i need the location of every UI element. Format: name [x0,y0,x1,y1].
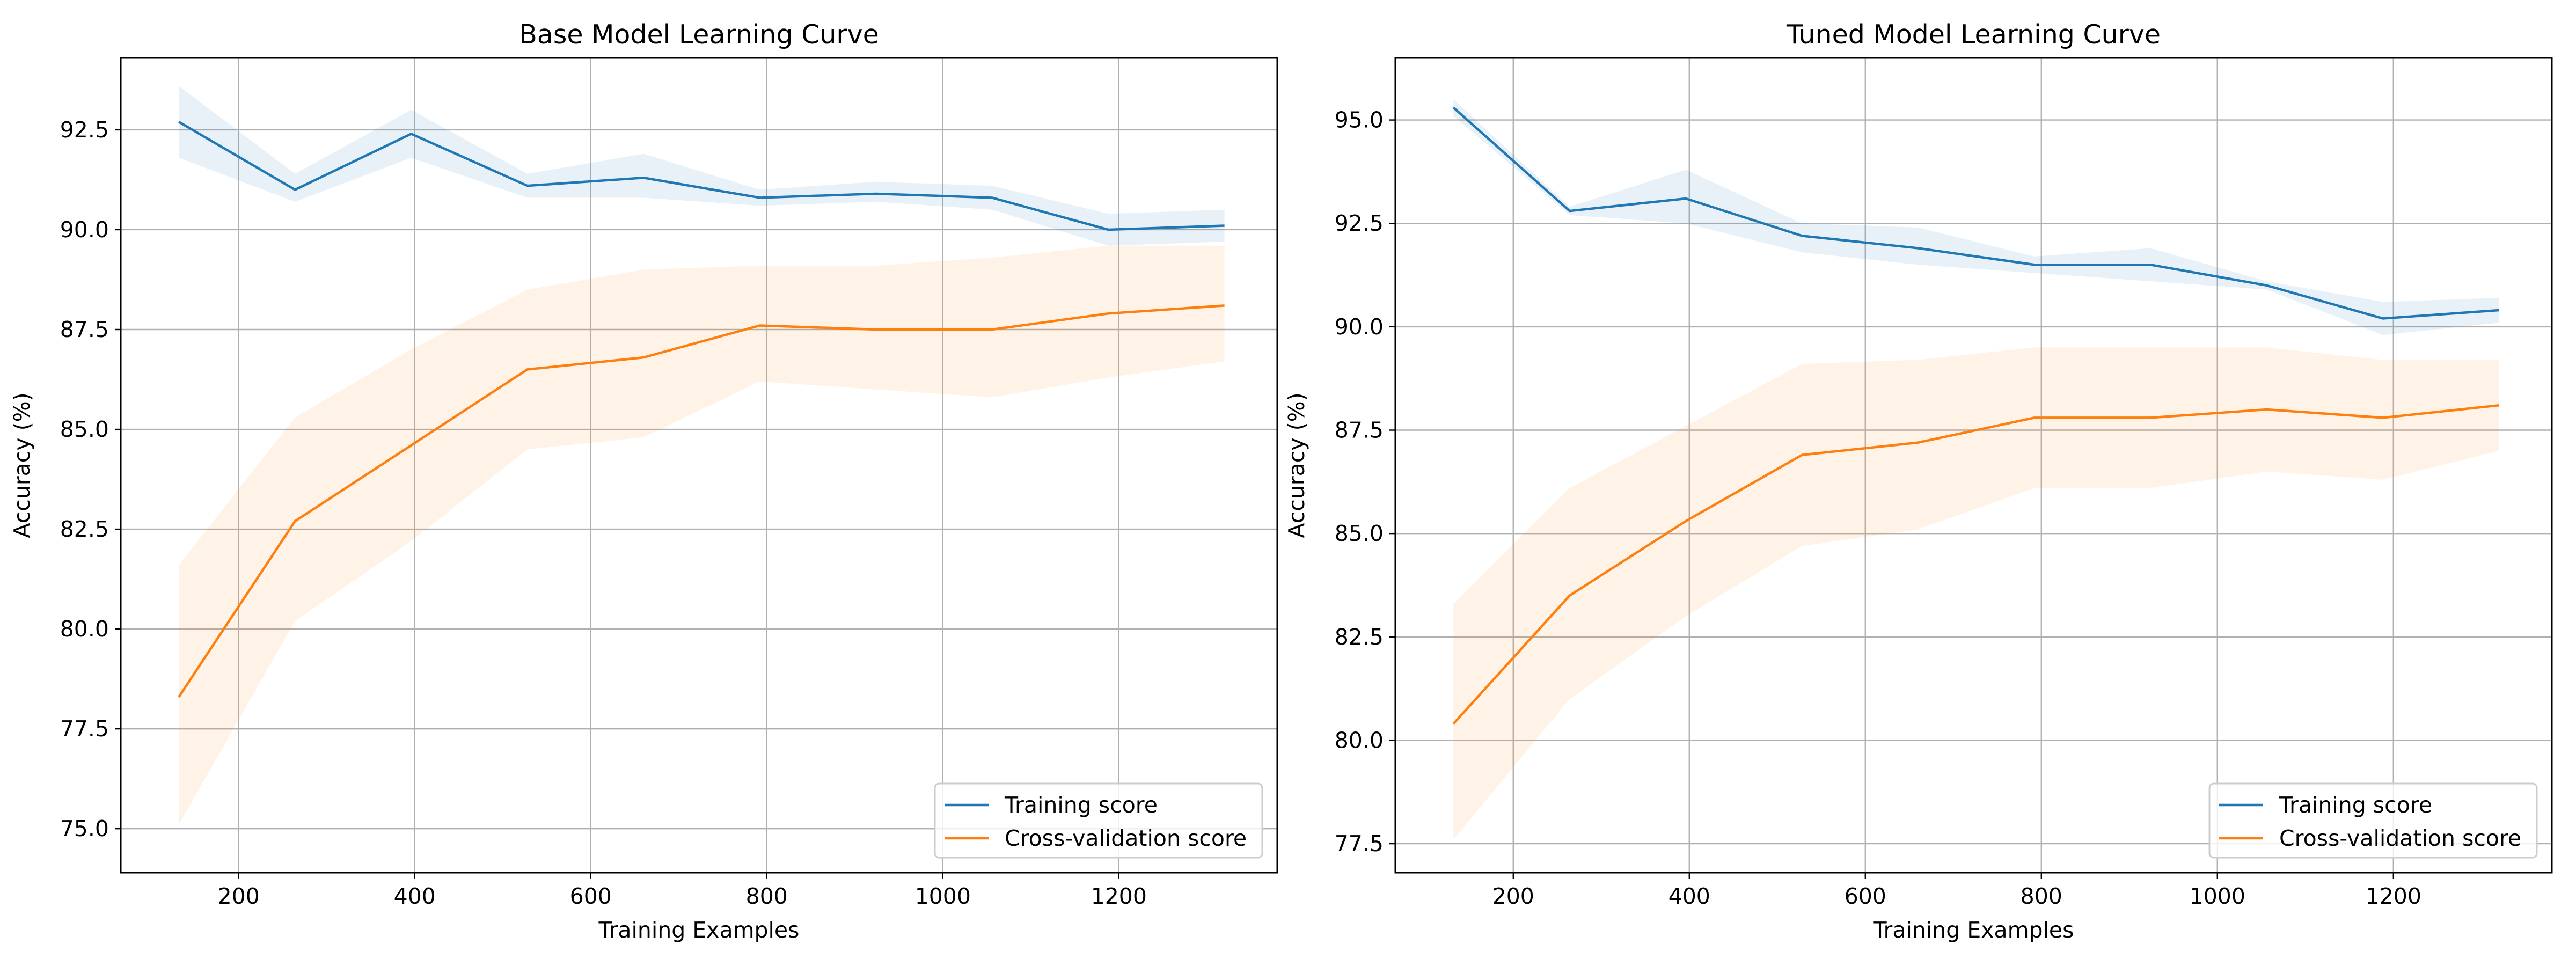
series-line-cv [1452,404,2499,725]
band-layer [179,86,1225,825]
y-tick-label: 80.0 [1335,727,1384,753]
x-tick-label: 600 [570,883,612,909]
line-layer [1452,106,2499,725]
confidence-band-cv [1453,347,2499,840]
tick-layer: 200 400 600 800 1000 1200 75.0 77.5 80.0 82.5 85.0… [60,117,1147,909]
confidence-band-training [179,86,1225,246]
x-tick-label: 400 [1668,883,1710,909]
y-tick-label: 80.0 [60,616,109,642]
y-tick-label: 85.0 [1335,521,1384,546]
legend: Training score Cross-validation score [934,782,1263,859]
y-axis-label: Accuracy (%) [1284,392,1309,538]
y-tick-label: 77.5 [1335,831,1384,857]
y-tick-label: 75.0 [60,816,109,841]
y-tick-label: 87.5 [60,317,109,342]
x-tick-label: 1000 [2190,883,2245,909]
legend-label-cv: Cross-validation score [1005,825,1247,851]
confidence-band-training [1453,99,2499,335]
series-line-training [178,121,1225,231]
chart-title: Tuned Model Learning Curve [1786,19,2161,50]
x-tick-label: 1000 [915,883,971,909]
tick-layer: 200 400 600 800 1000 1200 77.5 80.0 82.5 85.0 87.5… [1335,107,2421,909]
band-layer [1453,99,2499,840]
tuned-model-chart: 200 400 600 800 1000 1200 77.5 80.0 82.5 85.0 87.5… [1284,19,2553,943]
x-tick-label: 800 [746,883,788,909]
y-tick-label: 87.5 [1335,418,1384,443]
chart-title: Base Model Learning Curve [519,19,879,50]
base-model-chart: 200 400 600 800 1000 1200 75.0 77.5 80.0 82.5 85.0… [9,19,1278,943]
legend-box [934,782,1263,859]
y-tick-label: 82.5 [1335,624,1384,650]
grid-layer [121,58,1277,873]
y-tick-label: 95.0 [1335,107,1384,133]
x-tick-label: 200 [1492,883,1534,909]
x-tick-label: 800 [2021,883,2062,909]
y-tick-label: 85.0 [60,416,109,442]
y-tick-label: 90.0 [1335,314,1384,340]
x-tick-label: 1200 [1091,883,1147,909]
legend: Training score Cross-validation score [2208,782,2538,859]
y-tick-label: 77.5 [60,716,109,742]
grid-layer [1395,58,2552,873]
x-tick-label: 400 [394,883,436,909]
y-tick-label: 90.0 [60,217,109,243]
axes-frame [1394,57,2553,874]
x-tick-label: 1200 [2366,883,2421,909]
x-axis-label: Training Examples [598,917,799,943]
confidence-band-cv [179,245,1225,825]
x-tick-label: 600 [1845,883,1886,909]
line-layer [178,121,1225,698]
y-axis-label: Accuracy (%) [9,392,35,538]
x-axis-label: Training Examples [1872,917,2074,943]
legend-label-training: Training score [1004,792,1158,818]
y-tick-label: 82.5 [60,516,109,542]
axes-frame [120,57,1278,874]
series-line-cv [178,304,1225,698]
y-tick-label: 92.5 [60,117,109,143]
y-tick-label: 92.5 [1335,210,1384,236]
legend-label-training: Training score [2279,792,2432,818]
legend-label-cv: Cross-validation score [2279,825,2521,851]
series-line-training [1452,106,2499,320]
legend-box [2208,782,2538,859]
x-tick-label: 200 [218,883,260,909]
